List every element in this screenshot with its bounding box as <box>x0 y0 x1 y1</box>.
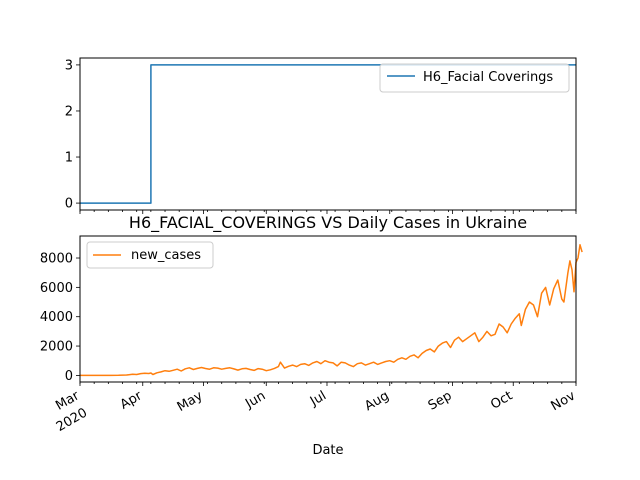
x-tick-label: Sep <box>426 388 455 413</box>
x-tick-label: Nov <box>549 388 579 414</box>
bottom-legend-label: new_cases <box>131 248 201 263</box>
x-tick-label: Oct <box>488 388 515 412</box>
bottom-y-ticks: 0 2000 4000 6000 8000 <box>40 252 80 384</box>
x-axis-label: Date <box>312 443 343 458</box>
top-legend-box <box>379 63 570 93</box>
top-legend-label: H6_Facial Coverings <box>423 70 553 85</box>
bottom-legend-box <box>86 241 214 269</box>
top-plot-lines <box>80 64 576 204</box>
x-tick-label: May <box>175 388 206 415</box>
y-tick-label: 8000 <box>40 252 73 267</box>
series-line <box>80 64 576 204</box>
y-tick-label: 1 <box>65 151 73 166</box>
y-tick-label: 0 <box>65 197 73 212</box>
chart-title: H6_FACIAL_COVERINGS VS Daily Cases in Uk… <box>129 213 527 233</box>
y-tick-label: 3 <box>65 58 73 73</box>
x-tick-label: Jun <box>242 388 268 412</box>
bottom-legend: new_cases <box>86 241 214 269</box>
top-legend: H6_Facial Coverings <box>379 63 570 93</box>
x-tick-label: Apr <box>118 388 146 413</box>
bottom-axes-frame <box>79 235 577 383</box>
y-tick-label: 6000 <box>40 281 73 296</box>
y-tick-label: 2000 <box>40 340 73 355</box>
series-line <box>80 244 583 377</box>
top-y-ticks: 0 1 2 3 <box>65 58 80 212</box>
y-tick-label: 4000 <box>40 310 73 325</box>
y-tick-label: 0 <box>65 369 73 384</box>
bottom-plot-lines <box>80 244 583 377</box>
x-tick-label: Jul <box>307 388 329 409</box>
top-axes-frame <box>79 57 577 211</box>
top-subplot: 0 1 2 3 H6_Facial Coverings <box>65 57 577 214</box>
y-tick-label: 2 <box>65 104 73 119</box>
x-tick-label: Aug <box>362 388 391 414</box>
